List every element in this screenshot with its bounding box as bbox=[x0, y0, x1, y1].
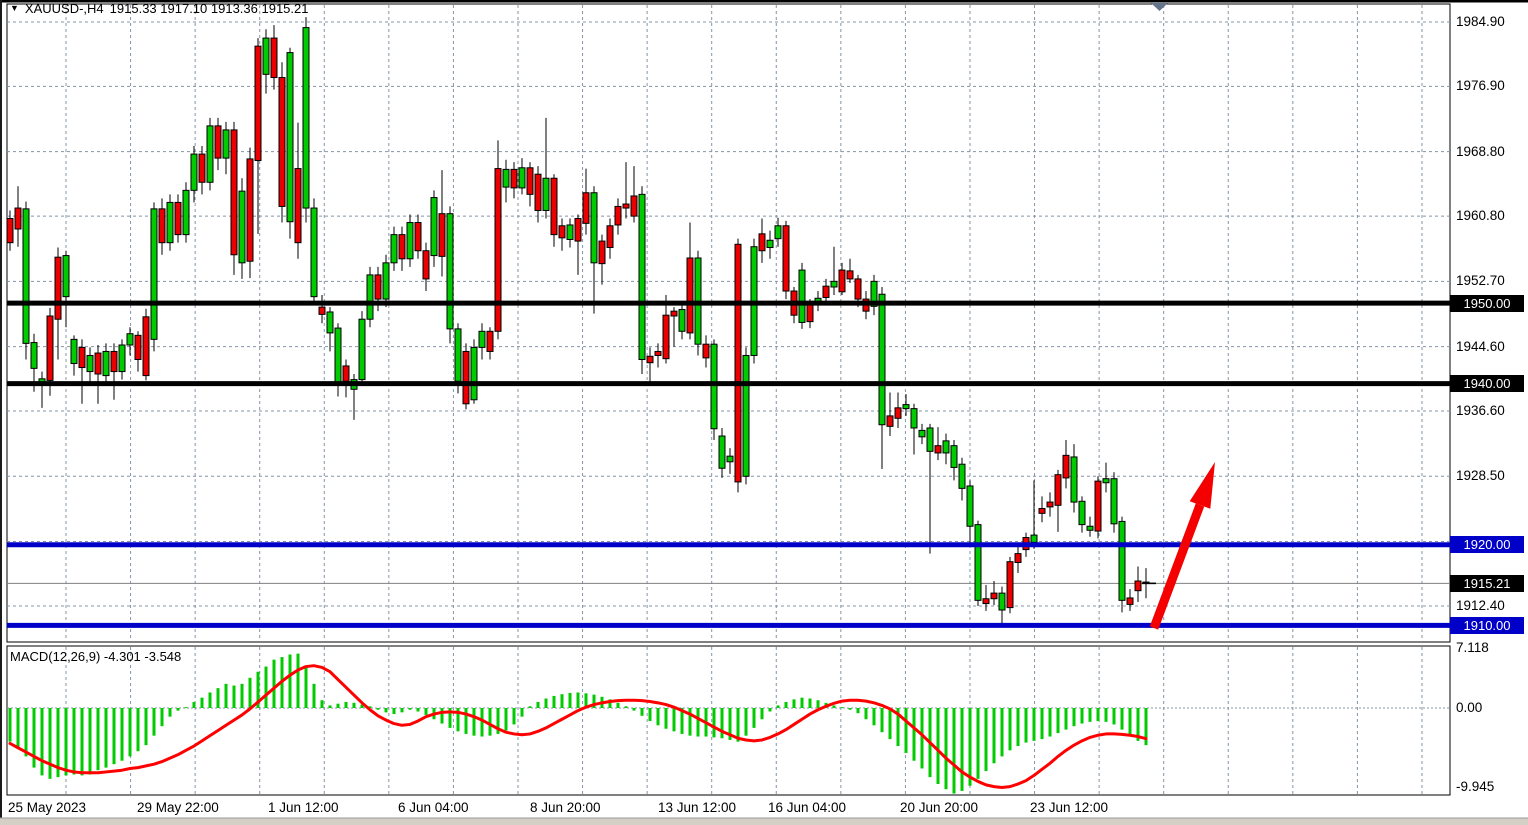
time-tick: 20 Jun 20:00 bbox=[900, 800, 979, 815]
macd-indicator bbox=[7, 653, 1450, 794]
resistance-price-badge: 1950.00 bbox=[1450, 295, 1524, 312]
symbol-timeframe-label: XAUUSD-,H4 bbox=[24, 1, 104, 16]
time-tick: 6 Jun 04:00 bbox=[398, 800, 469, 815]
price-tick: 1984.90 bbox=[1456, 14, 1505, 29]
time-tick: 8 Jun 20:00 bbox=[530, 800, 601, 815]
support-price-badge: 1940.00 bbox=[1450, 375, 1524, 392]
blue-level-badge: 1910.00 bbox=[1450, 617, 1524, 634]
time-tick: 1 Jun 12:00 bbox=[268, 800, 339, 815]
current-price-badge: 1915.21 bbox=[1450, 575, 1524, 592]
price-tick: 1912.40 bbox=[1456, 598, 1505, 613]
price-tick: 1960.80 bbox=[1456, 208, 1505, 223]
time-tick: 23 Jun 12:00 bbox=[1030, 800, 1109, 815]
price-tick: 1928.50 bbox=[1456, 468, 1505, 483]
blue-level-badge: 1920.00 bbox=[1450, 536, 1524, 553]
scroll-position-marker-icon bbox=[1151, 3, 1168, 11]
chart-title-overlay: ▼ XAUUSD-,H4 1915.33 1917.10 1913.36 191… bbox=[10, 1, 308, 16]
price-tick: 1952.70 bbox=[1456, 273, 1505, 288]
bullish-arrow-annotation[interactable] bbox=[1149, 462, 1215, 630]
time-tick: 25 May 2023 bbox=[8, 800, 87, 815]
macd-caption: MACD(12,26,9) -4.301 -3.548 bbox=[10, 649, 182, 664]
macd-tick: 7.118 bbox=[1456, 640, 1489, 655]
support-resistance-lines[interactable] bbox=[7, 300, 1450, 628]
time-tick: 13 Jun 12:00 bbox=[658, 800, 737, 815]
price-tick: 1936.60 bbox=[1456, 403, 1505, 418]
price-tick: 1944.60 bbox=[1456, 339, 1505, 354]
ohlc-values-label: 1915.33 1917.10 1913.36 1915.21 bbox=[109, 1, 309, 16]
candles bbox=[6, 17, 1156, 625]
macd-tick: -9.945 bbox=[1456, 779, 1495, 794]
time-tick: 16 Jun 04:00 bbox=[768, 800, 847, 815]
symbol-dropdown-icon: ▼ bbox=[10, 3, 19, 13]
macd-tick: 0.00 bbox=[1456, 700, 1483, 715]
time-tick: 29 May 22:00 bbox=[137, 800, 219, 815]
price-tick: 1976.90 bbox=[1456, 78, 1505, 93]
price-tick: 1968.80 bbox=[1456, 144, 1505, 159]
